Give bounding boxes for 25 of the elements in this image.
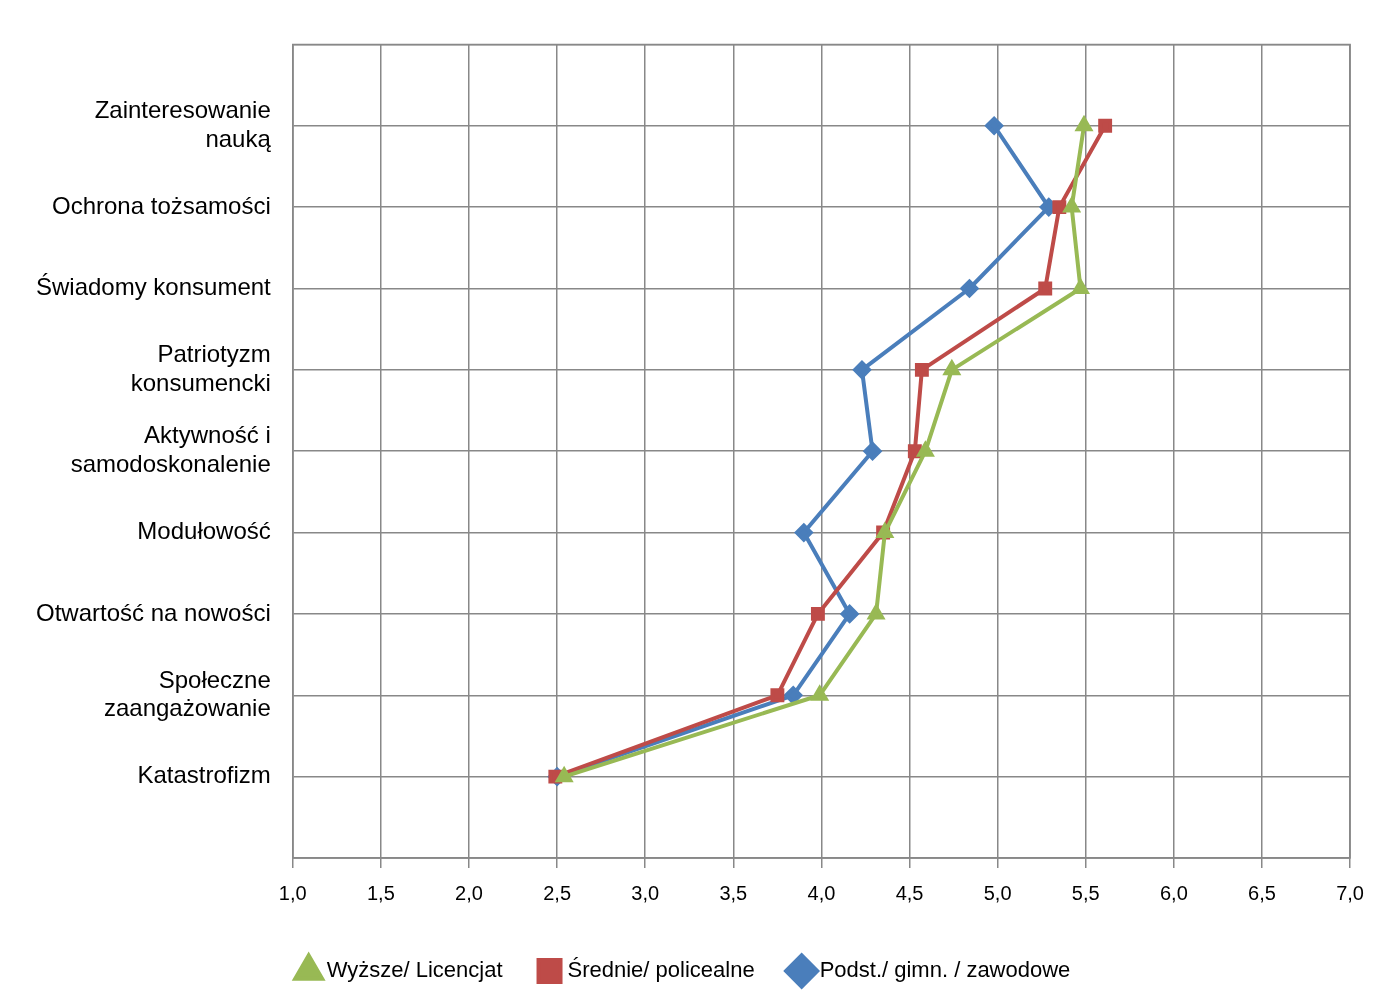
x-tick-label: 4,5 xyxy=(895,881,924,904)
x-tick-label: 6,5 xyxy=(1248,881,1276,904)
x-tick-label: 5,0 xyxy=(983,881,1012,904)
x-tick-label: 4,0 xyxy=(807,881,836,904)
y-tick-label: Zainteresowanie nauką xyxy=(94,95,272,152)
x-tick-label: 2,0 xyxy=(455,881,483,904)
x-tick-label: 1,0 xyxy=(278,881,307,904)
y-tick-label: Modułowość xyxy=(137,517,271,545)
legend-label: Podst./ gimn. / zawodowe xyxy=(819,957,1071,983)
x-tick-label: 2,5 xyxy=(543,881,572,904)
x-tick-label: 5,5 xyxy=(1071,881,1100,904)
x-tick-label: 7,0 xyxy=(1336,881,1364,904)
y-tick-label: Aktywność i samodoskonalenie xyxy=(70,421,271,478)
x-tick-label: 6,0 xyxy=(1159,881,1188,904)
x-tick-label: 3,5 xyxy=(719,881,748,904)
y-tick-label: Społeczne zaangażowanie xyxy=(103,665,271,722)
y-tick-label: Świadomy konsument xyxy=(35,273,272,301)
y-tick-label: Otwartość na nowości xyxy=(36,598,271,626)
y-tick-label: Katastrofizm xyxy=(137,761,271,789)
legend-label: Średnie/ policealne xyxy=(567,957,755,983)
legend-label: Wyższe/ Licencjat xyxy=(326,957,503,983)
x-tick-label: 1,5 xyxy=(366,881,395,904)
x-tick-label: 3,0 xyxy=(631,881,660,904)
y-tick-label: Ochrona tożsamości xyxy=(52,191,271,219)
y-tick-label: Patriotyzm konsumencki xyxy=(130,340,271,396)
